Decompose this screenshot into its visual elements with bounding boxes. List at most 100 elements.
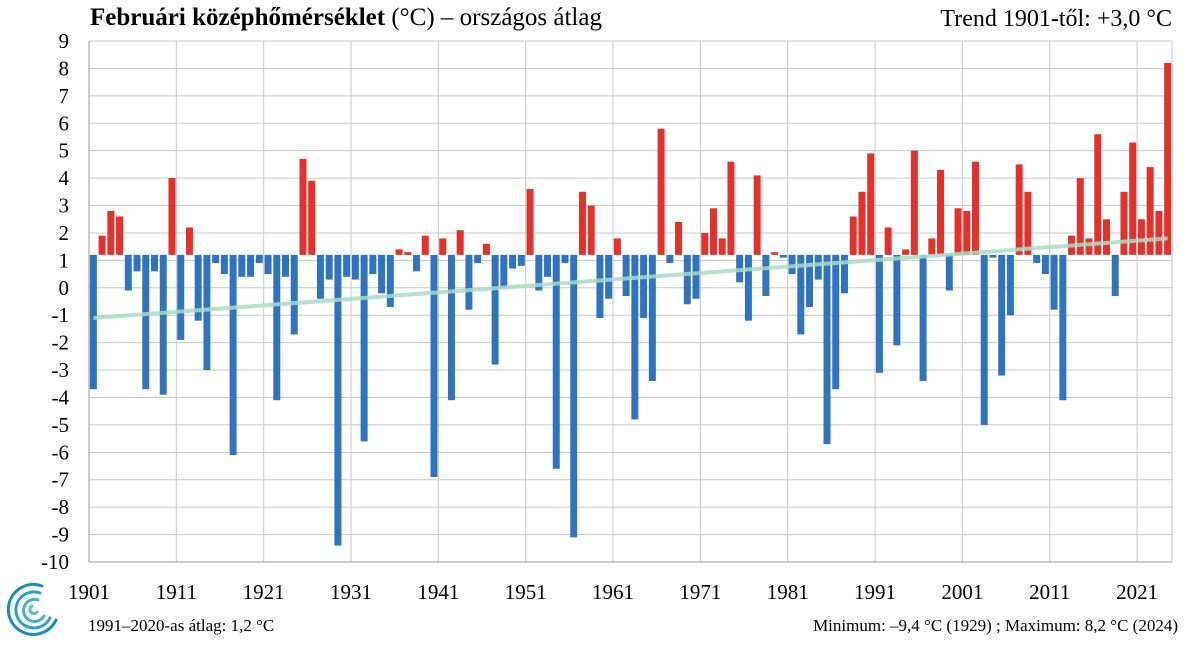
chart-title-rest: (°C) – országos átlag [391, 4, 602, 31]
bar-1987 [840, 254, 848, 294]
bar-1992 [884, 227, 892, 255]
bar-1917 [229, 254, 237, 456]
bar-2016 [1094, 134, 1102, 255]
x-tick-label: 1901 [68, 580, 110, 604]
y-tick-label: 9 [59, 29, 70, 53]
bar-1914 [203, 254, 211, 371]
bar-1936 [395, 249, 403, 255]
x-tick-label: 2021 [1116, 580, 1158, 604]
x-tick-label: 2001 [941, 580, 983, 604]
bar-1953 [544, 254, 552, 277]
bar-2010 [1041, 254, 1049, 275]
bar-2018 [1111, 254, 1119, 297]
y-tick-label: 6 [59, 111, 70, 135]
bar-2007 [1015, 164, 1023, 255]
bar-2024 [1164, 62, 1172, 255]
trend-label: Trend 1901-től: +3,0 °C [940, 6, 1172, 32]
bar-1905 [124, 254, 132, 291]
bar-2023 [1155, 211, 1163, 255]
bar-1955 [561, 254, 569, 264]
bar-2002 [971, 161, 979, 255]
bar-1995 [910, 150, 918, 255]
bar-1960 [605, 254, 613, 299]
bar-1904 [116, 216, 124, 255]
bar-1990 [867, 153, 875, 255]
bar-1969 [683, 254, 691, 305]
bar-1998 [937, 169, 945, 255]
y-tick-label: -8 [52, 495, 70, 519]
axes [88, 41, 1172, 563]
bar-1978 [762, 254, 770, 297]
bar-1951 [526, 189, 534, 255]
bar-1941 [439, 238, 447, 255]
bar-1921 [264, 254, 272, 275]
bar-1949 [509, 254, 517, 269]
y-tick-label: 1 [59, 248, 70, 272]
bar-2004 [989, 254, 997, 258]
bar-1985 [823, 254, 831, 445]
bar-2009 [1033, 254, 1041, 264]
bar-1942 [447, 254, 455, 401]
bar-2021 [1137, 219, 1145, 255]
bar-1976 [744, 254, 752, 321]
bar-1940 [430, 254, 438, 477]
y-tick-label: -7 [52, 468, 70, 492]
bar-1954 [552, 254, 560, 469]
bar-2011 [1050, 254, 1058, 310]
y-tick-label: -6 [52, 440, 70, 464]
bar-1986 [832, 254, 840, 390]
bar-1913 [194, 254, 202, 321]
bar-2019 [1120, 191, 1128, 255]
chart-title: Februári középhőmérséklet (°C) – országo… [90, 4, 602, 32]
bar-1922 [273, 254, 281, 401]
bar-1903 [107, 211, 115, 255]
bar-1933 [369, 254, 377, 275]
bar-2020 [1129, 142, 1137, 255]
bar-1919 [247, 254, 255, 277]
bar-1911 [177, 254, 185, 340]
bar-1988 [849, 216, 857, 255]
bar-1977 [753, 175, 761, 255]
bar-1956 [570, 254, 578, 538]
bar-1931 [351, 254, 359, 280]
bar-1948 [500, 254, 508, 288]
y-tick-label: -3 [52, 358, 70, 382]
x-tick-label: 1991 [854, 580, 896, 604]
bar-1962 [622, 254, 630, 297]
bar-1999 [945, 254, 953, 291]
bar-1902 [98, 235, 106, 255]
bar-1912 [185, 227, 193, 255]
y-tick-label: 2 [59, 221, 70, 245]
bar-2017 [1103, 219, 1110, 255]
min-max-label: Minimum: –9,4 °C (1929) ; Maximum: 8,2 °… [813, 616, 1178, 635]
bar-2014 [1076, 178, 1084, 255]
bar-2022 [1146, 167, 1154, 255]
bar-1929 [334, 254, 342, 546]
bar-1927 [316, 254, 324, 299]
bar-1937 [404, 252, 412, 255]
bar-1947 [491, 254, 499, 365]
bar-1967 [666, 254, 674, 264]
trend-line-group [93, 236, 1168, 320]
bar-1923 [282, 254, 290, 277]
x-tick-label: 1921 [243, 580, 285, 604]
bar-2000 [954, 208, 962, 255]
bar-2008 [1024, 191, 1032, 255]
bar-1970 [692, 254, 700, 299]
y-tick-label: -1 [52, 303, 70, 327]
bar-1926 [308, 180, 316, 255]
met-service-logo-icon [6, 582, 58, 636]
bar-1966 [657, 128, 665, 255]
x-tick-label: 1961 [592, 580, 634, 604]
bar-1965 [648, 254, 656, 382]
bar-1994 [902, 249, 910, 255]
bar-1946 [482, 243, 490, 255]
bar-1915 [212, 254, 220, 264]
bar-1958 [587, 205, 595, 255]
bar-1939 [421, 235, 429, 255]
trend-line [93, 236, 1168, 320]
bar-1925 [299, 158, 307, 255]
bar-1996 [919, 254, 927, 382]
bar-1901 [89, 254, 97, 390]
y-tick-label: 8 [59, 56, 70, 80]
